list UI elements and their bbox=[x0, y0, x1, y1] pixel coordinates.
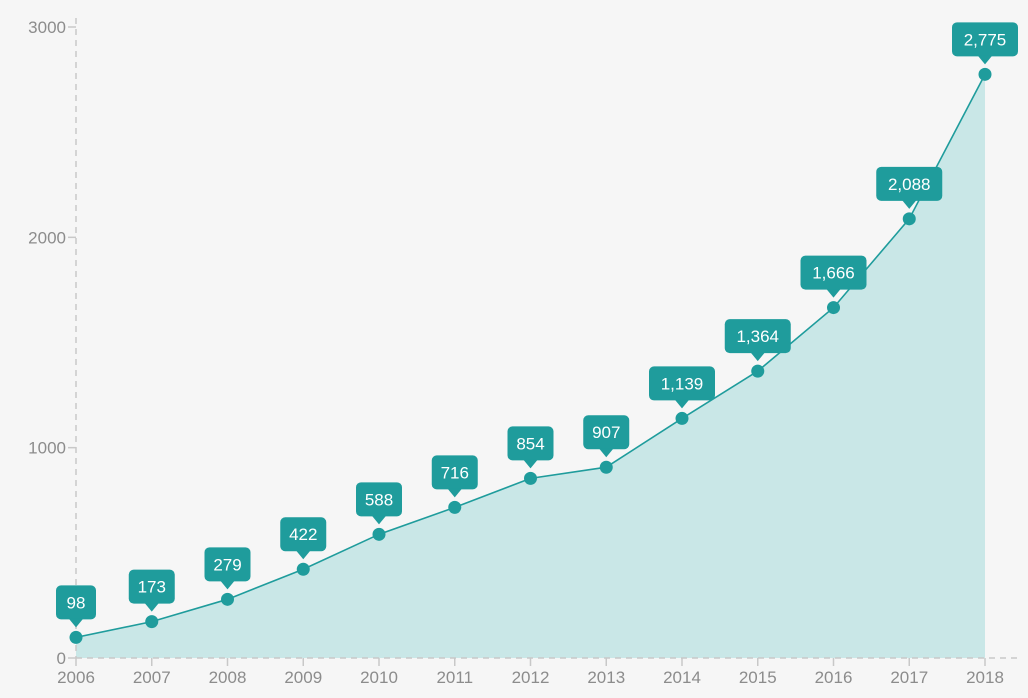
data-point bbox=[448, 500, 462, 514]
axes bbox=[75, 18, 1022, 659]
x-tick-label: 2011 bbox=[436, 668, 473, 687]
data-label-pointer bbox=[750, 352, 765, 362]
data-point bbox=[69, 630, 83, 644]
data-label: 1,139 bbox=[649, 366, 715, 409]
x-tick-label: 2009 bbox=[284, 668, 322, 687]
x-tick-label: 2007 bbox=[133, 668, 171, 687]
data-label-pointer bbox=[69, 618, 83, 628]
data-label: 173 bbox=[128, 569, 175, 612]
data-point bbox=[978, 67, 992, 81]
data-label-box bbox=[204, 547, 251, 582]
data-label: 1,364 bbox=[724, 319, 791, 362]
data-label: 854 bbox=[507, 426, 554, 469]
data-label-pointer bbox=[372, 515, 386, 525]
data-label: 1,666 bbox=[800, 255, 867, 298]
data-point bbox=[902, 212, 916, 226]
x-tick-label: 2016 bbox=[815, 668, 853, 687]
data-label-box bbox=[56, 585, 96, 620]
data-label: 2,088 bbox=[876, 166, 943, 209]
data-point bbox=[675, 411, 689, 425]
data-label-text: 2,775 bbox=[964, 30, 1007, 49]
y-tick-label: 3000 bbox=[28, 18, 66, 37]
data-label-pointer bbox=[447, 488, 462, 498]
data-label-pointer bbox=[978, 55, 992, 65]
x-tick-label: 2012 bbox=[512, 668, 550, 687]
data-label-box bbox=[507, 426, 554, 461]
x-tick-label: 2014 bbox=[663, 668, 701, 687]
data-point bbox=[221, 592, 234, 606]
data-label-text: 907 bbox=[592, 423, 620, 442]
data-point bbox=[372, 527, 386, 541]
data-point bbox=[145, 615, 159, 629]
data-point bbox=[599, 460, 613, 474]
data-point bbox=[524, 471, 537, 485]
data-label: 2,775 bbox=[952, 22, 1018, 65]
data-label-text: 716 bbox=[441, 463, 469, 482]
data-label-text: 279 bbox=[213, 555, 241, 574]
data-label: 279 bbox=[204, 547, 251, 590]
data-label-text: 854 bbox=[516, 434, 544, 453]
data-label-box bbox=[431, 455, 478, 490]
data-label-box bbox=[724, 319, 791, 354]
data-label-box bbox=[280, 517, 327, 552]
data-label-text: 588 bbox=[365, 490, 393, 509]
data-label-pointer bbox=[144, 603, 159, 612]
data-label-pointer bbox=[675, 399, 689, 409]
data-label-pointer bbox=[902, 200, 917, 209]
data-label-text: 1,139 bbox=[661, 374, 704, 393]
data-label-box bbox=[649, 366, 715, 401]
data-point bbox=[827, 301, 840, 315]
x-tick-label: 2010 bbox=[360, 668, 398, 687]
x-tick-label: 2008 bbox=[209, 668, 247, 687]
data-label-text: 98 bbox=[67, 593, 86, 612]
y-tick-label: 1000 bbox=[28, 439, 66, 458]
x-tick-label: 2015 bbox=[739, 668, 777, 687]
data-label-box bbox=[876, 166, 943, 201]
data-point bbox=[296, 562, 310, 576]
data-label-box bbox=[800, 255, 867, 290]
x-tick-label: 2013 bbox=[587, 668, 625, 687]
data-labels: 98 173 279 422 588 716 854 907 1,139 1,364 1,666 2,… bbox=[56, 22, 1018, 628]
data-label-pointer bbox=[296, 550, 311, 560]
data-label-box bbox=[952, 22, 1018, 57]
data-label-box bbox=[128, 569, 175, 604]
data-label-text: 2,088 bbox=[888, 175, 931, 194]
area-fill bbox=[76, 74, 985, 658]
data-label-box bbox=[356, 482, 402, 517]
y-tick-label: 0 bbox=[57, 649, 66, 668]
data-label-text: 422 bbox=[289, 525, 317, 544]
data-label-pointer bbox=[599, 448, 614, 458]
data-label: 588 bbox=[356, 482, 402, 525]
data-label: 907 bbox=[583, 415, 630, 458]
x-tick-label: 2017 bbox=[890, 668, 928, 687]
x-tick-label: 2018 bbox=[966, 668, 1004, 687]
data-label-pointer bbox=[220, 580, 235, 590]
data-label-text: 1,364 bbox=[736, 327, 779, 346]
data-label: 716 bbox=[431, 455, 478, 498]
x-axis-ticks: 2006 2007 2008 2009 2010 2011 2012 2013 2014 2015… bbox=[57, 658, 1004, 687]
data-label-box bbox=[583, 415, 630, 450]
y-tick-label: 2000 bbox=[28, 228, 66, 247]
data-label-pointer bbox=[523, 459, 538, 469]
data-label-text: 173 bbox=[138, 578, 166, 597]
x-tick-label: 2006 bbox=[57, 668, 95, 687]
data-label: 422 bbox=[280, 517, 327, 560]
data-label: 98 bbox=[56, 585, 96, 628]
data-points bbox=[69, 67, 992, 644]
data-label-pointer bbox=[826, 289, 841, 298]
data-label-text: 1,666 bbox=[812, 264, 855, 283]
data-point bbox=[751, 364, 765, 378]
y-axis-ticks: 0 1000 2000 3000 bbox=[28, 18, 76, 668]
